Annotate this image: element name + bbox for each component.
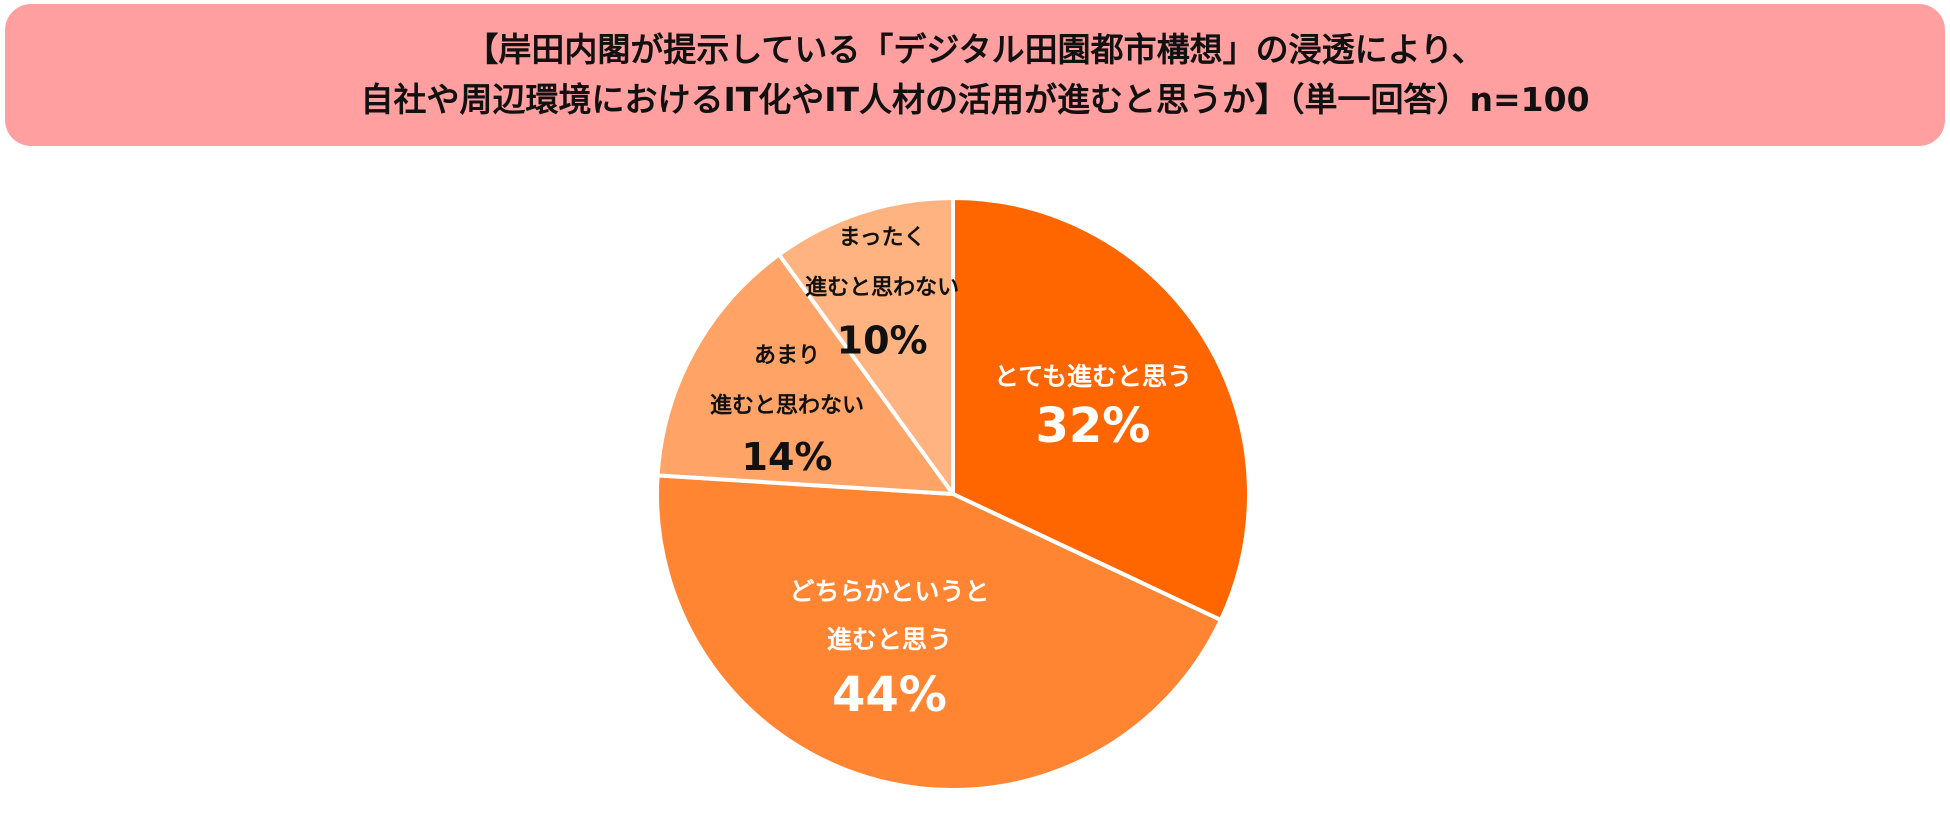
pie-slices xyxy=(655,196,1251,792)
chart-title-banner: 【岸田内閣が提示している「デジタル田園都市構想」の浸透により、 自社や周辺環境に… xyxy=(5,4,1945,146)
pie-slice-1 xyxy=(951,196,1251,623)
slice-4-label-line-1: まったく xyxy=(839,225,926,250)
slice-3-label-line-2: 進むと思わない xyxy=(710,394,864,419)
slice-2-label-line-1: どちらかというと xyxy=(789,577,989,606)
slice-2-label-line-2: 進むと思う xyxy=(827,625,952,654)
slice-4-label-line-2: 進むと思わない xyxy=(805,275,959,300)
slice-3-percent-label: 14% xyxy=(742,435,833,479)
chart-title-line-2: 自社や周辺環境におけるIT化やIT人材の活用が進むと思うか】（単一回答）n=10… xyxy=(360,80,1590,119)
slice-2-percent-label: 44% xyxy=(832,667,947,723)
slice-1-percent-label: 32% xyxy=(1036,398,1151,454)
slice-label-group-1: とても進むと思う 32% xyxy=(994,362,1192,454)
slice-1-label-line-1: とても進むと思う xyxy=(994,362,1192,391)
pie-slice-2 xyxy=(655,473,1223,792)
slice-4-percent-label: 10% xyxy=(837,319,928,363)
pie-labels: とても進むと思う32%どちらかというと進むと思う44%あまり進むと思わない14%… xyxy=(710,225,1192,723)
chart-title-line-1: 【岸田内閣が提示している「デジタル田園都市構想」の浸透により、 xyxy=(465,30,1485,69)
pie-slice-3 xyxy=(655,252,955,496)
slice-3-label-line-1: あまり xyxy=(754,344,820,369)
pie-slice-4 xyxy=(777,196,955,496)
